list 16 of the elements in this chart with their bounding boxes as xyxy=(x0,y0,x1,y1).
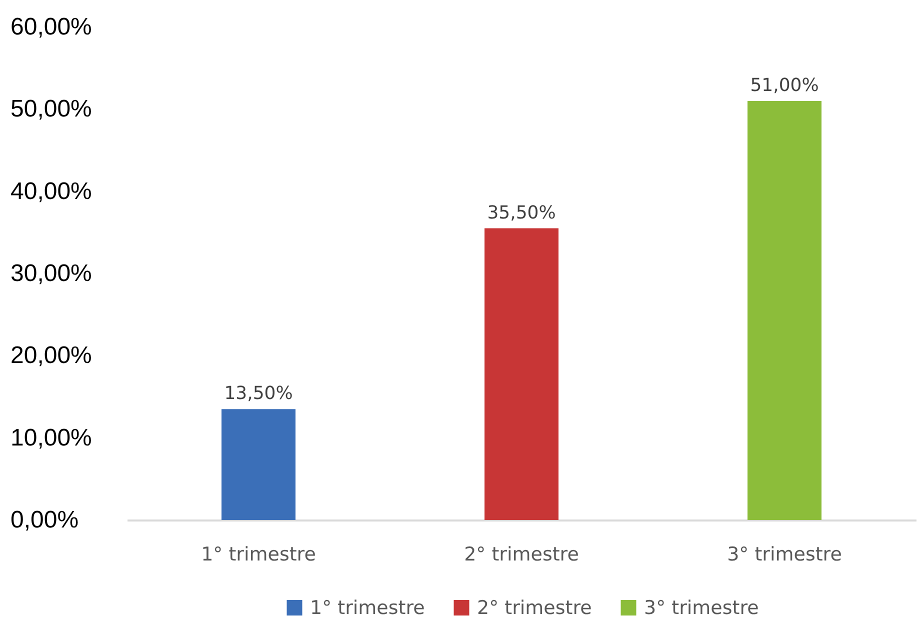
y-tick-label: 40,00% xyxy=(10,178,92,205)
legend-label: 1° trimestre xyxy=(310,596,425,619)
y-tick-label: 10,00% xyxy=(10,424,92,452)
y-tick-label: 0,00% xyxy=(10,506,79,534)
x-tick-label: 1° trimestre xyxy=(201,544,316,566)
y-tick-label: 60,00% xyxy=(10,14,92,40)
data-label: 51,00% xyxy=(750,74,819,96)
y-tick-label: 50,00% xyxy=(10,96,92,123)
data-label: 35,50% xyxy=(487,202,556,224)
data-label: 13,50% xyxy=(224,383,293,404)
legend-label: 3° trimestre xyxy=(644,596,759,619)
legend-label: 2° trimestre xyxy=(477,596,592,619)
x-tick-label: 2° trimestre xyxy=(464,544,579,566)
y-tick-label: 20,00% xyxy=(10,342,92,370)
y-tick-label: 30,00% xyxy=(10,260,92,287)
x-tick-label: 3° trimestre xyxy=(727,544,842,566)
